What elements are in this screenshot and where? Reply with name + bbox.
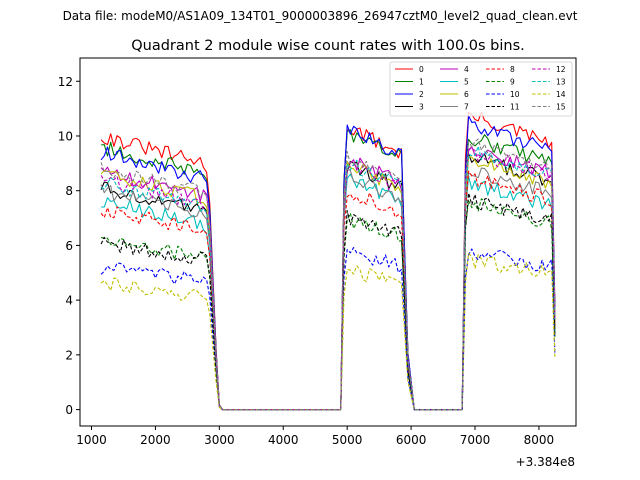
- legend-label: 12: [556, 65, 566, 74]
- legend-label: 0: [419, 65, 424, 74]
- y-tick-label: 0: [65, 403, 73, 417]
- legend-label: 2: [419, 90, 424, 99]
- series-line-4: [100, 146, 556, 411]
- legend-label: 13: [556, 77, 566, 86]
- x-tick-label: 7000: [460, 433, 491, 447]
- series-line-6: [100, 156, 556, 411]
- series-line-14: [100, 252, 556, 411]
- series-line-2: [100, 115, 556, 411]
- legend-label: 14: [556, 90, 566, 99]
- x-offset-label: +3.384e8: [516, 455, 575, 469]
- series-line-9: [100, 198, 556, 411]
- y-tick-label: 8: [65, 184, 73, 198]
- legend-label: 3: [419, 102, 424, 111]
- legend-label: 4: [464, 65, 469, 74]
- figure-suptitle: Data file: modeM0/AS1A09_134T01_90000038…: [63, 9, 578, 23]
- series-line-11: [100, 192, 556, 411]
- x-axis: 1000 2000 3000 4000 5000 6000 7000 8000: [76, 426, 554, 447]
- x-tick-label: 2000: [140, 433, 171, 447]
- x-tick-label: 5000: [332, 433, 363, 447]
- series-line-1: [101, 129, 556, 411]
- legend-label: 6: [464, 90, 469, 99]
- chart-title: Quadrant 2 module wise count rates with …: [131, 38, 525, 54]
- legend-label: 8: [510, 65, 515, 74]
- y-tick-label: 4: [65, 294, 73, 308]
- legend-label: 11: [510, 102, 520, 111]
- x-tick-label: 8000: [524, 433, 555, 447]
- legend-label: 7: [464, 102, 469, 111]
- y-tick-label: 12: [58, 75, 73, 89]
- series-line-8: [100, 170, 556, 411]
- legend-label: 1: [419, 77, 424, 86]
- series-line-15: [100, 138, 556, 411]
- x-tick-label: 3000: [204, 433, 235, 447]
- legend-frame: [389, 61, 573, 117]
- series-line-12: [100, 147, 556, 411]
- legend-label: 9: [510, 77, 515, 86]
- y-tick-label: 10: [58, 129, 73, 143]
- legend-label: 5: [464, 77, 469, 86]
- y-tick-label: 2: [65, 348, 73, 362]
- legend-label: 15: [556, 102, 566, 111]
- series-line-0: [100, 111, 556, 411]
- x-tick-label: 4000: [268, 433, 299, 447]
- x-tick-label: 6000: [396, 433, 427, 447]
- x-tick-label: 1000: [76, 433, 107, 447]
- series-line-10: [100, 247, 556, 411]
- plot-lines: [100, 111, 556, 411]
- axes-frame: [79, 57, 577, 427]
- series-line-13: [100, 145, 556, 411]
- series-line-5: [101, 173, 556, 411]
- y-tick-label: 6: [65, 239, 73, 253]
- series-line-7: [100, 167, 556, 411]
- y-axis: 0 2 4 6 8 10 12: [58, 75, 80, 417]
- legend-label: 10: [510, 90, 520, 99]
